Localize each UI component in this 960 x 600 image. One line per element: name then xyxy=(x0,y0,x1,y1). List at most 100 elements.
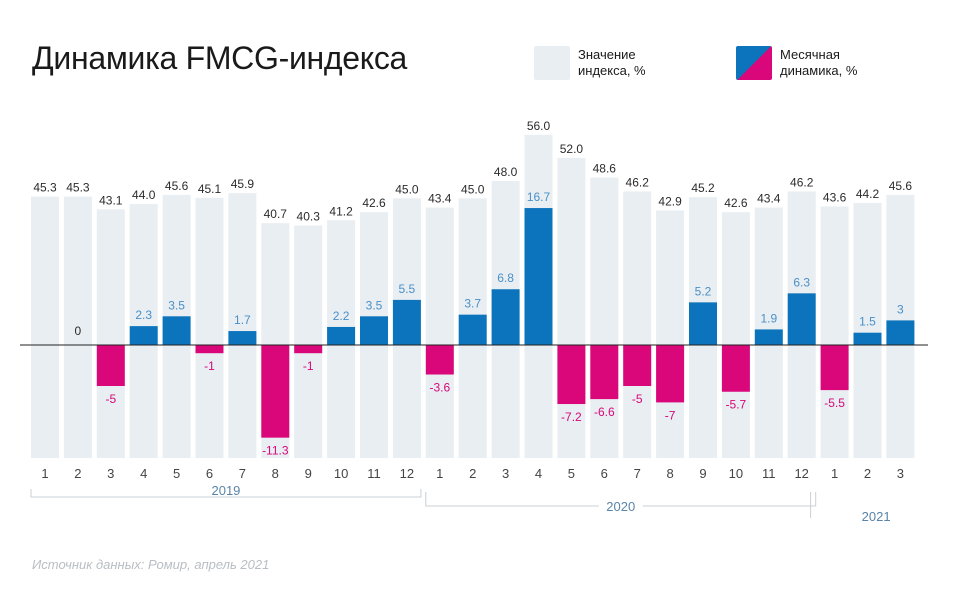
month-tick-label: 8 xyxy=(666,466,673,481)
monthly-bar-negative xyxy=(721,345,750,392)
year-label: 2021 xyxy=(862,509,891,524)
index-value-label: 42.9 xyxy=(658,194,682,208)
monthly-value-label: 1.9 xyxy=(760,311,777,325)
index-value-label: 46.2 xyxy=(790,175,814,189)
monthly-value-label: 0 xyxy=(75,324,82,338)
monthly-bar-positive xyxy=(360,316,388,345)
monthly-bar-positive xyxy=(392,299,421,345)
monthly-value-label: 2.2 xyxy=(333,309,350,323)
monthly-bar-positive xyxy=(886,320,915,345)
index-value-label: 43.1 xyxy=(99,193,123,207)
index-value-label: 45.0 xyxy=(395,182,419,196)
monthly-bar-negative xyxy=(820,345,849,391)
monthly-bar-positive xyxy=(129,326,158,345)
index-value-label: 45.2 xyxy=(691,181,715,195)
month-tick-label: 11 xyxy=(367,466,381,481)
index-bar xyxy=(294,225,323,458)
monthly-bar-positive xyxy=(162,316,191,345)
index-value-label: 45.1 xyxy=(198,182,222,196)
legend-monthly-swatch xyxy=(736,46,772,80)
year-label: 2020 xyxy=(606,499,635,514)
monthly-bar-negative xyxy=(623,345,652,386)
monthly-value-label: -11.3 xyxy=(262,444,289,458)
index-value-label: 44.2 xyxy=(856,187,880,201)
month-tick-label: 5 xyxy=(568,466,575,481)
monthly-value-label: -1 xyxy=(204,359,215,373)
month-tick-label: 4 xyxy=(140,466,147,481)
index-bar xyxy=(853,202,882,458)
month-tick-label: 1 xyxy=(436,466,443,481)
month-tick-label: 5 xyxy=(173,466,180,481)
monthly-value-label: -5 xyxy=(105,392,116,406)
month-tick-label: 12 xyxy=(400,466,414,481)
index-value-label: 42.6 xyxy=(362,196,386,210)
index-value-label: 45.6 xyxy=(889,179,913,193)
monthly-bar-positive xyxy=(853,332,882,345)
monthly-value-label: -5.7 xyxy=(726,398,747,412)
month-tick-label: 10 xyxy=(729,466,743,481)
month-tick-label: 3 xyxy=(897,466,904,481)
index-bar xyxy=(228,193,257,459)
month-tick-label: 7 xyxy=(634,466,641,481)
monthly-value-label: 5.2 xyxy=(695,284,712,298)
source-note: Источник данных: Ромир, апрель 2021 xyxy=(32,557,270,572)
monthly-bar-negative xyxy=(195,345,224,354)
index-value-label: 43.4 xyxy=(757,192,781,206)
monthly-value-label: 3.7 xyxy=(464,297,481,311)
month-tick-label: 2 xyxy=(469,466,476,481)
year-label-bg xyxy=(598,496,643,512)
monthly-bar-negative xyxy=(590,345,619,400)
year-label: 2019 xyxy=(211,483,240,498)
index-bar xyxy=(820,206,849,458)
monthly-value-label: -6.6 xyxy=(594,405,615,419)
monthly-value-label: 3.5 xyxy=(168,298,185,312)
index-value-label: 44.0 xyxy=(132,188,156,202)
month-tick-label: 4 xyxy=(535,466,542,481)
month-tick-label: 2 xyxy=(864,466,871,481)
index-value-label: 45.0 xyxy=(461,182,485,196)
monthly-bar-positive xyxy=(458,314,487,345)
legend-monthly: Месячная динамика, % xyxy=(736,46,890,80)
month-tick-label: 10 xyxy=(334,466,348,481)
monthly-value-label: -5 xyxy=(632,392,643,406)
monthly-value-label: 2.3 xyxy=(135,308,152,322)
month-tick-label: 9 xyxy=(305,466,312,481)
index-bar xyxy=(31,196,59,458)
month-tick-label: 1 xyxy=(41,466,48,481)
monthly-bar-positive xyxy=(787,293,816,345)
monthly-value-label: 16.7 xyxy=(527,190,551,204)
index-value-label: 43.4 xyxy=(428,192,452,206)
month-tick-label: 1 xyxy=(831,466,838,481)
index-value-label: 45.3 xyxy=(33,181,57,195)
month-tick-label: 9 xyxy=(699,466,706,481)
year-bracket xyxy=(30,489,422,498)
index-value-label: 45.9 xyxy=(231,177,255,191)
monthly-value-label: -5.5 xyxy=(824,396,845,410)
monthly-bar-negative xyxy=(96,345,125,386)
index-bar xyxy=(425,207,454,458)
month-tick-label: 7 xyxy=(239,466,246,481)
index-bar xyxy=(721,212,750,458)
monthly-bar-positive xyxy=(327,326,356,345)
monthly-bar-positive xyxy=(524,208,553,345)
monthly-bar-positive xyxy=(754,329,783,345)
chart-title: Динамика FMCG-индекса xyxy=(32,40,408,76)
month-tick-label: 6 xyxy=(601,466,608,481)
monthly-bar-positive xyxy=(228,331,257,345)
monthly-value-label: 5.5 xyxy=(399,282,416,296)
index-bar xyxy=(63,196,92,458)
index-bar xyxy=(195,197,224,458)
monthly-value-label: -3.6 xyxy=(429,381,450,395)
index-bar xyxy=(656,210,685,458)
monthly-value-label: 1.7 xyxy=(234,313,251,327)
monthly-bar-positive xyxy=(491,289,520,345)
monthly-value-label: 6.3 xyxy=(793,275,810,289)
monthly-value-label: 6.8 xyxy=(497,271,514,285)
index-bar xyxy=(590,177,619,458)
legend-index-swatch xyxy=(534,46,570,80)
index-value-label: 45.6 xyxy=(165,179,189,193)
month-tick-label: 2 xyxy=(74,466,81,481)
index-value-label: 42.6 xyxy=(724,196,748,210)
monthly-bar-negative xyxy=(261,345,290,438)
